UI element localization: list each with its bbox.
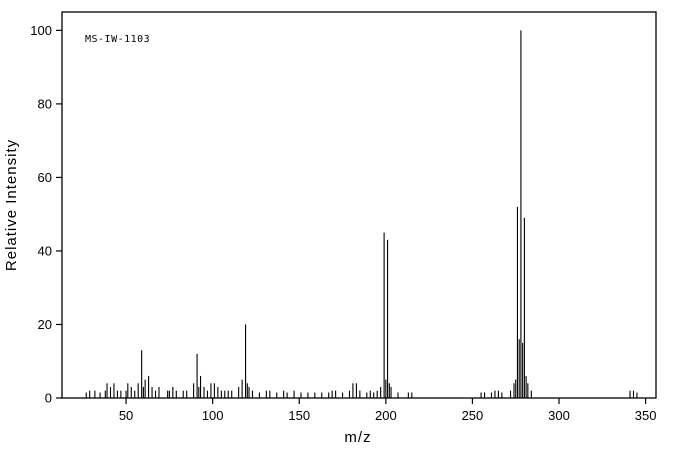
y-axis-label: Relative Intensity [3,139,20,271]
y-axis-tick-label: 40 [38,243,52,258]
x-axis-label: m/z [344,429,371,446]
x-axis-tick-label: 250 [462,408,484,423]
y-axis-tick-label: 80 [38,96,52,111]
x-axis-tick-label: 200 [375,408,397,423]
y-axis-tick-label: 20 [38,317,52,332]
x-axis-tick-label: 100 [202,408,224,423]
x-axis-tick-label: 50 [119,408,133,423]
x-axis-tick-label: 300 [548,408,570,423]
y-axis-tick-label: 0 [45,391,52,406]
x-axis-tick-label: 350 [635,408,657,423]
y-axis-tick-label: 60 [38,170,52,185]
y-axis-tick-label: 100 [30,23,52,38]
spectrum-id-annotation: MS-IW-1103 [85,34,150,45]
x-axis-tick-label: 150 [288,408,310,423]
plot-frame [61,11,657,399]
